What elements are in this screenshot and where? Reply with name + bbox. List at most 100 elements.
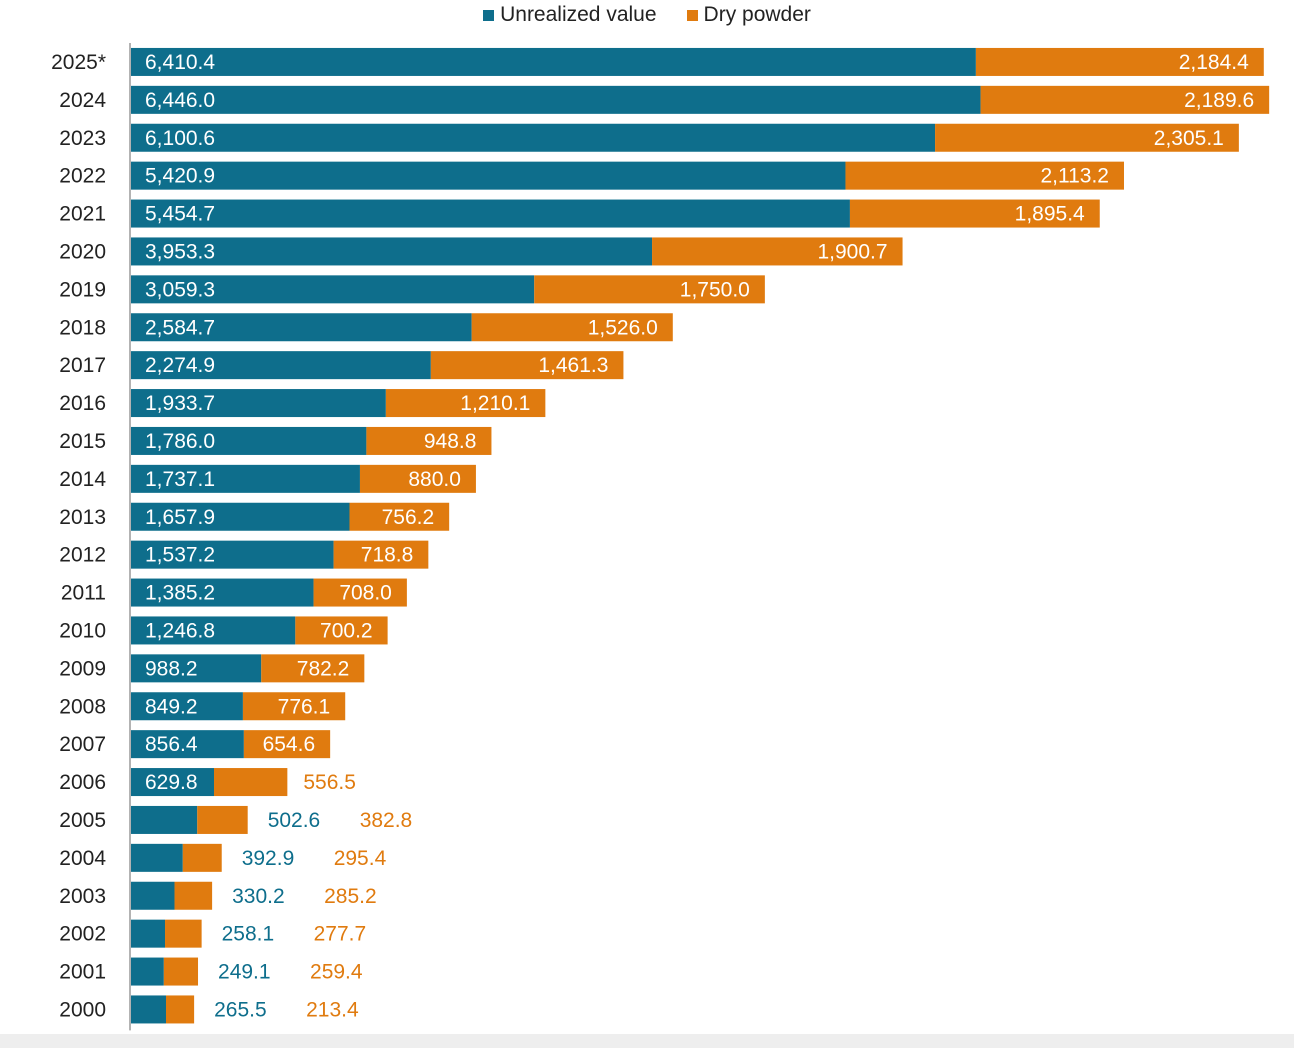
legend-item-unrealized[interactable]: Unrealized value [483, 3, 657, 27]
bar-dry-powder [242, 692, 346, 721]
bar-unrealized [131, 351, 431, 380]
bar-dry-powder [975, 47, 1264, 76]
data-label-dry-powder: 782.2 [297, 657, 350, 680]
data-label-unrealized: 1,246.8 [145, 619, 215, 642]
bar-dry-powder [165, 919, 202, 948]
data-label-unrealized: 3,059.3 [145, 278, 215, 301]
bar-dry-powder [980, 85, 1270, 114]
bar-unrealized [131, 502, 350, 531]
data-label-dry-powder: 2,184.4 [1179, 51, 1249, 74]
bar-dry-powder [366, 426, 492, 455]
bar-unrealized [131, 957, 164, 986]
y-tick-label: 2002 [59, 923, 106, 946]
bar-unrealized [131, 47, 976, 76]
data-label-unrealized: 258.1 [222, 923, 275, 946]
bar-unrealized [131, 426, 367, 455]
bar-unrealized [131, 85, 981, 114]
data-label-unrealized: 1,933.7 [145, 392, 215, 415]
data-label-unrealized: 1,537.2 [145, 544, 215, 567]
data-label-unrealized: 6,100.6 [145, 127, 215, 150]
y-tick-label: 2014 [59, 468, 106, 491]
y-tick-label: 2000 [59, 998, 106, 1021]
y-tick-label: 2022 [59, 165, 106, 188]
bar-dry-powder [385, 389, 546, 418]
data-label-dry-powder: 1,750.0 [680, 278, 750, 301]
bar-dry-powder [197, 805, 248, 834]
data-label-dry-powder: 700.2 [320, 619, 373, 642]
y-tick-label: 2003 [59, 885, 106, 908]
y-tick-label: 2020 [59, 240, 106, 263]
data-label-dry-powder: 382.8 [360, 809, 413, 832]
bar-dry-powder [261, 654, 365, 683]
y-tick-label: 2013 [59, 506, 106, 529]
legend-label-unrealized: Unrealized value [500, 3, 657, 26]
bar-unrealized [131, 616, 296, 645]
legend-label-dry-powder: Dry powder [703, 3, 811, 26]
bar-dry-powder [845, 161, 1124, 190]
y-tick-label: 2012 [59, 544, 106, 567]
data-label-unrealized: 265.5 [214, 998, 267, 1021]
data-label-dry-powder: 756.2 [382, 506, 435, 529]
y-tick-label: 2009 [59, 657, 106, 680]
bar-unrealized [131, 237, 653, 266]
data-label-unrealized: 1,786.0 [145, 430, 215, 453]
data-label-dry-powder: 2,305.1 [1154, 127, 1224, 150]
bar-dry-powder [174, 881, 213, 910]
bar-dry-powder [359, 464, 476, 493]
y-tick-label: 2015 [59, 430, 106, 453]
data-label-dry-powder: 718.8 [361, 544, 414, 567]
bar-unrealized [131, 919, 166, 948]
bar-dry-powder [163, 957, 199, 986]
bar-unrealized [131, 692, 243, 721]
data-label-unrealized: 629.8 [145, 771, 198, 794]
bar-dry-powder [849, 199, 1100, 228]
data-label-dry-powder: 1,210.1 [460, 392, 530, 415]
y-tick-label: 2008 [59, 695, 106, 718]
legend-item-dry-powder[interactable]: Dry powder [686, 3, 811, 27]
data-label-dry-powder: 1,895.4 [1015, 203, 1085, 226]
data-label-dry-powder: 295.4 [334, 847, 387, 870]
y-tick-label: 2011 [61, 582, 106, 605]
bar-unrealized [131, 275, 535, 304]
bar-unrealized [131, 464, 360, 493]
y-tick-label: 2017 [59, 354, 106, 377]
y-tick-label: 2024 [59, 89, 106, 112]
data-label-dry-powder: 708.0 [339, 582, 392, 605]
bar-dry-powder [214, 768, 288, 797]
bar-unrealized [131, 768, 215, 797]
data-label-unrealized: 330.2 [232, 885, 285, 908]
legend-swatch-unrealized [483, 9, 495, 21]
y-tick-label: 2018 [59, 316, 106, 339]
bar-dry-powder [295, 616, 388, 645]
y-tick-label: 2021 [59, 203, 106, 226]
y-tick-label: 2025* [51, 51, 106, 74]
data-label-unrealized: 1,737.1 [145, 468, 215, 491]
bar-unrealized [131, 730, 244, 759]
bar-dry-powder [935, 123, 1239, 152]
bar-dry-powder [182, 843, 222, 872]
data-label-unrealized: 6,410.4 [145, 51, 215, 74]
data-label-dry-powder: 1,526.0 [588, 316, 658, 339]
legend-swatch-dry-powder [686, 9, 698, 21]
y-tick-label: 2019 [59, 278, 106, 301]
bar-dry-powder [333, 540, 429, 569]
bar-unrealized [131, 161, 846, 190]
data-label-unrealized: 502.6 [268, 809, 321, 832]
data-label-unrealized: 2,584.7 [145, 316, 215, 339]
y-tick-label: 2001 [59, 961, 106, 984]
data-label-dry-powder: 277.7 [314, 923, 367, 946]
bottom-scroll-strip [0, 1034, 1294, 1048]
data-label-unrealized: 6,446.0 [145, 89, 215, 112]
bar-unrealized [131, 995, 166, 1024]
bar-dry-powder [349, 502, 450, 531]
data-label-dry-powder: 285.2 [324, 885, 377, 908]
bar-dry-powder [430, 351, 624, 380]
bar-dry-powder [534, 275, 765, 304]
data-label-dry-powder: 776.1 [278, 695, 331, 718]
bar-dry-powder [313, 578, 407, 607]
bar-unrealized [131, 881, 175, 910]
bar-unrealized [131, 313, 472, 342]
data-label-unrealized: 856.4 [145, 733, 198, 756]
data-label-dry-powder: 1,461.3 [538, 354, 608, 377]
data-label-dry-powder: 1,900.7 [817, 240, 887, 263]
